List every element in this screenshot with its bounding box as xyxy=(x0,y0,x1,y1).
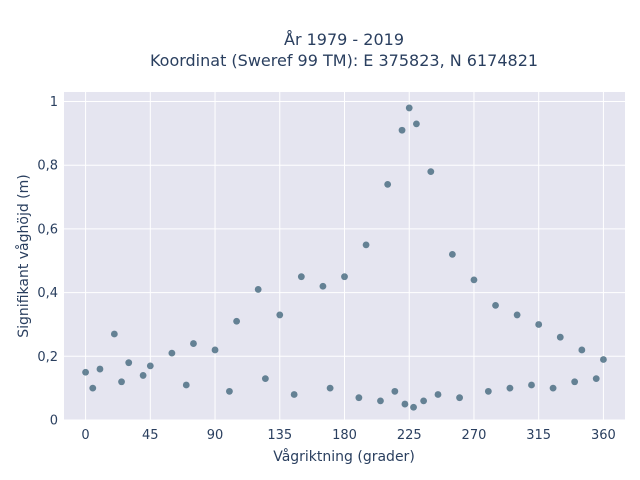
data-point xyxy=(139,372,147,379)
data-point xyxy=(168,349,176,357)
data-point xyxy=(434,391,442,398)
data-point xyxy=(355,394,363,402)
data-point xyxy=(362,241,370,249)
data-point xyxy=(456,394,463,402)
y-axis-label: Signifikant våghöjd (m) xyxy=(15,174,32,337)
data-point xyxy=(125,359,133,367)
data-point xyxy=(190,340,197,347)
data-point xyxy=(413,120,420,128)
data-point xyxy=(110,330,118,338)
data-point xyxy=(118,378,125,386)
data-point xyxy=(211,346,219,354)
data-point xyxy=(297,273,305,281)
data-point xyxy=(377,397,384,405)
data-point xyxy=(578,346,586,354)
x-axis-ticks: 0 45 90 135 180 225 270 315 360 xyxy=(81,428,615,443)
data-point xyxy=(549,384,557,392)
chart-title-line-2: Koordinat (Sweref 99 TM): E 375823, N 61… xyxy=(150,51,538,70)
data-point xyxy=(492,301,499,309)
data-point xyxy=(341,273,348,281)
data-point xyxy=(398,126,406,134)
x-tick-label: 135 xyxy=(267,428,292,443)
data-point xyxy=(513,311,521,319)
data-point xyxy=(484,387,492,395)
data-point xyxy=(410,403,417,411)
data-point xyxy=(427,168,435,176)
x-tick-label: 360 xyxy=(591,428,616,443)
data-point xyxy=(556,333,564,341)
data-point xyxy=(96,365,104,373)
y-tick-label: 1 xyxy=(50,95,58,110)
data-point xyxy=(233,317,241,325)
data-point xyxy=(600,356,607,363)
x-tick-label: 180 xyxy=(332,428,357,443)
data-point xyxy=(592,375,600,383)
data-point xyxy=(326,384,334,392)
data-point xyxy=(470,276,478,284)
data-point xyxy=(261,375,269,383)
data-point xyxy=(535,321,543,328)
data-point xyxy=(420,397,428,405)
y-axis-ticks: 0 0,2 0,4 0,6 0,8 1 xyxy=(37,95,58,428)
data-point xyxy=(401,400,409,408)
data-point xyxy=(405,104,413,112)
grid-lines xyxy=(64,92,625,421)
data-point xyxy=(89,384,97,392)
y-tick-label: 0 xyxy=(50,414,58,429)
data-point xyxy=(276,311,284,319)
data-point xyxy=(226,387,233,395)
data-point xyxy=(571,378,579,386)
data-point xyxy=(528,381,535,389)
data-point xyxy=(506,384,514,392)
y-tick-label: 0,6 xyxy=(37,222,58,237)
x-tick-label: 315 xyxy=(526,428,551,443)
data-point xyxy=(182,381,190,389)
x-tick-label: 225 xyxy=(397,428,422,443)
x-tick-label: 45 xyxy=(142,428,159,443)
x-axis-label: Vågriktning (grader) xyxy=(273,448,415,465)
data-point xyxy=(391,387,399,395)
x-tick-label: 0 xyxy=(81,428,89,443)
data-points xyxy=(82,104,607,411)
x-tick-label: 270 xyxy=(462,428,487,443)
x-tick-label: 90 xyxy=(207,428,224,443)
data-point xyxy=(146,362,154,370)
y-tick-label: 0,4 xyxy=(37,286,58,301)
chart-title-line-1: År 1979 - 2019 xyxy=(284,30,404,49)
data-point xyxy=(319,282,327,290)
data-point xyxy=(254,286,262,293)
data-point xyxy=(290,391,298,398)
data-point xyxy=(384,180,392,188)
data-point xyxy=(448,251,456,258)
data-point xyxy=(82,368,89,376)
y-tick-label: 0,2 xyxy=(37,350,58,365)
y-tick-label: 0,8 xyxy=(37,159,58,174)
